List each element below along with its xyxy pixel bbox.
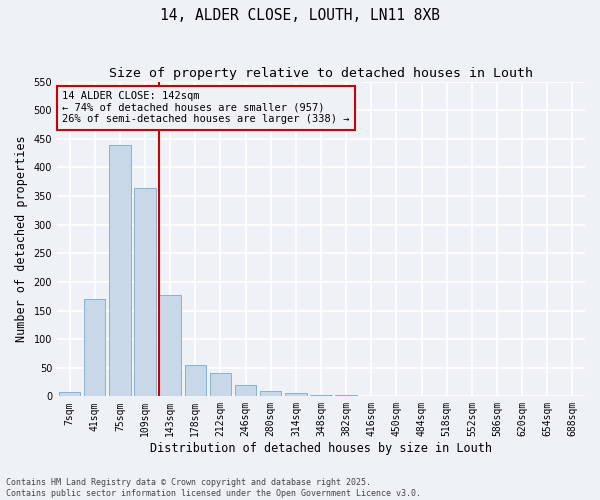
- Bar: [310, 394, 332, 396]
- X-axis label: Distribution of detached houses by size in Louth: Distribution of detached houses by size …: [150, 442, 492, 455]
- Bar: [235, 385, 256, 396]
- Bar: [84, 299, 106, 396]
- Bar: [109, 144, 131, 396]
- Bar: [210, 374, 231, 396]
- Bar: [185, 365, 206, 396]
- Text: 14 ALDER CLOSE: 142sqm
← 74% of detached houses are smaller (957)
26% of semi-de: 14 ALDER CLOSE: 142sqm ← 74% of detached…: [62, 91, 350, 124]
- Bar: [134, 188, 156, 396]
- Title: Size of property relative to detached houses in Louth: Size of property relative to detached ho…: [109, 68, 533, 80]
- Bar: [260, 390, 281, 396]
- Text: Contains HM Land Registry data © Crown copyright and database right 2025.
Contai: Contains HM Land Registry data © Crown c…: [6, 478, 421, 498]
- Y-axis label: Number of detached properties: Number of detached properties: [15, 136, 28, 342]
- Bar: [285, 394, 307, 396]
- Bar: [59, 392, 80, 396]
- Bar: [160, 295, 181, 396]
- Text: 14, ALDER CLOSE, LOUTH, LN11 8XB: 14, ALDER CLOSE, LOUTH, LN11 8XB: [160, 8, 440, 22]
- Bar: [335, 395, 357, 396]
